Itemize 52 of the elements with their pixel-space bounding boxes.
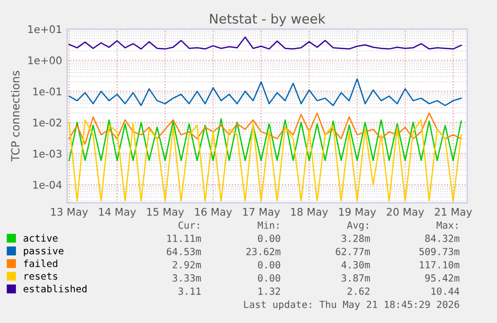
text: Min: (258, 221, 278, 229)
x-tick-label: 18 May (291, 208, 328, 218)
legend-label: passive (24, 246, 64, 256)
text: 2.92m (172, 261, 201, 268)
text: 1.32 (258, 288, 280, 295)
text: 0.00 (258, 261, 280, 268)
legend-label: resets (24, 272, 58, 280)
text: 0.00 (258, 274, 280, 282)
text: Cur: (178, 221, 199, 229)
text: 3.87m (342, 274, 370, 282)
text: 2.62 (348, 288, 370, 295)
text: 84.32m (425, 234, 460, 242)
x-tick-label: 19 May (339, 208, 376, 218)
y-tick-label: 1e-03 (33, 150, 62, 158)
text: 23.62m (246, 248, 280, 256)
x-tick-label: 17 May (243, 208, 280, 218)
x-tick-label: 15 May (147, 208, 184, 218)
line-series (68, 118, 462, 162)
chart-title: Netstat - by week (210, 13, 326, 26)
text: 0.00 (258, 234, 280, 242)
legend-label: active (24, 234, 58, 242)
x-tick-label: 21 May (434, 208, 472, 218)
y-tick-label: 1e+01 (28, 25, 62, 34)
y-tick-label: 1e-01 (33, 88, 62, 96)
y-tick-label: 1e-02 (33, 118, 62, 127)
text: 4.30m (341, 261, 370, 268)
y-tick-label: 1e+00 (28, 56, 62, 64)
text: 3.28m (342, 234, 370, 242)
line-series (68, 36, 462, 50)
text: 3.33m (172, 274, 201, 282)
x-tick-label: 13 May (51, 208, 88, 218)
legend-label: established (24, 284, 86, 292)
text: 62.77m (336, 248, 370, 256)
text: 3.11 (178, 288, 201, 295)
line-series (68, 78, 462, 106)
text: 10.44 (432, 288, 460, 295)
legend-label: failed (24, 260, 58, 268)
y-tick-label: 1e-04 (33, 180, 62, 189)
text: Avg: (347, 222, 368, 231)
x-tick-label: 14 May (99, 208, 136, 218)
text: Last update: Thu May 21 18:45:29 2026 (244, 300, 460, 310)
text: 95.42m (425, 274, 460, 282)
text: 11.11m (167, 234, 201, 242)
text: 64.53m (166, 248, 201, 256)
y-axis-title: TCP connections (10, 70, 20, 162)
x-tick-label: 20 May (386, 208, 424, 218)
x-tick-label: 16 May (195, 208, 232, 218)
text: 117.10m (420, 261, 460, 268)
text: 509.73m (419, 248, 460, 256)
text: Max: (436, 222, 458, 229)
line-series (68, 112, 462, 145)
line-series (68, 119, 462, 202)
